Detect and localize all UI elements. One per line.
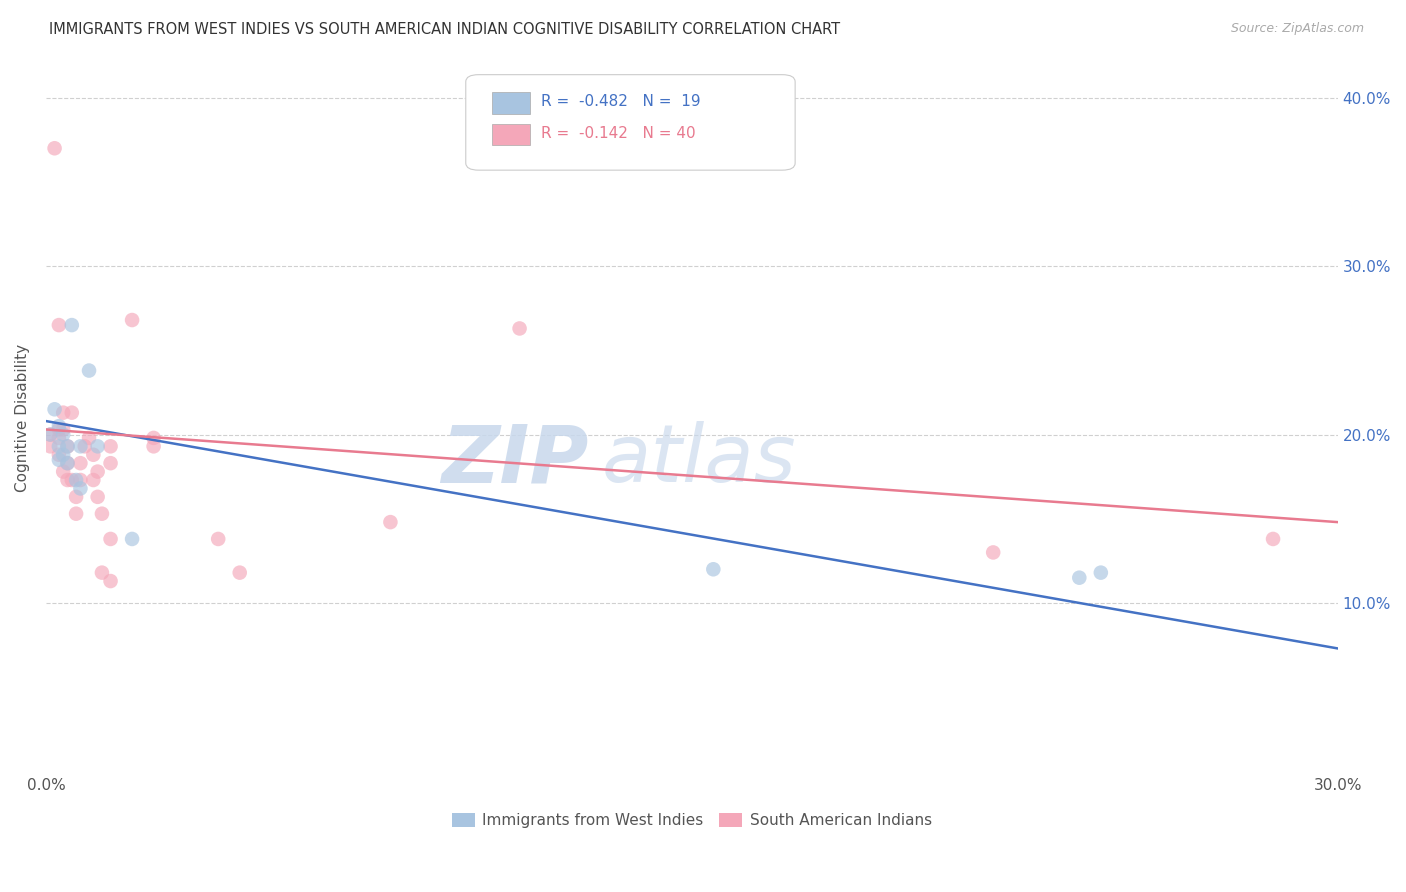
Point [39,427,62,442]
Point [56,439,79,453]
Point [60,406,83,420]
Point [39,439,62,453]
Point [48,419,70,434]
Point [1261,532,1284,546]
Text: Source: ZipAtlas.com: Source: ZipAtlas.com [1230,22,1364,36]
Point [69,482,91,496]
Point [69,456,91,470]
Point [509,321,531,335]
Point [86,465,108,479]
Point [100,574,122,588]
Text: R =  -0.142   N = 40: R = -0.142 N = 40 [541,126,696,141]
Point [77,431,100,445]
Point [82,448,104,462]
Point [52,406,75,420]
FancyBboxPatch shape [492,124,530,145]
Point [702,562,724,576]
Point [91,566,114,580]
Point [228,566,250,580]
Point [86,490,108,504]
Point [65,473,87,487]
Text: R =  -0.482   N =  19: R = -0.482 N = 19 [541,94,700,109]
Point [52,422,75,436]
Point [65,507,87,521]
Point [73,439,96,453]
Point [77,363,100,377]
Point [44,402,66,417]
Point [69,439,91,453]
Point [100,439,122,453]
Point [380,515,402,529]
Point [60,318,83,332]
Point [56,439,79,453]
Point [91,507,114,521]
Text: atlas: atlas [602,421,796,500]
Legend: Immigrants from West Indies, South American Indians: Immigrants from West Indies, South Ameri… [446,807,938,834]
Point [142,439,165,453]
Point [100,532,122,546]
Point [56,473,79,487]
Point [981,545,1004,559]
Point [48,422,70,436]
Point [48,439,70,453]
Point [69,473,91,487]
Point [1069,571,1091,585]
Y-axis label: Cognitive Disability: Cognitive Disability [15,343,30,491]
Point [86,439,108,453]
Point [207,532,229,546]
Point [56,456,79,470]
Point [1090,566,1112,580]
Point [52,465,75,479]
Point [82,473,104,487]
Point [65,490,87,504]
Point [52,427,75,442]
Text: IMMIGRANTS FROM WEST INDIES VS SOUTH AMERICAN INDIAN COGNITIVE DISABILITY CORREL: IMMIGRANTS FROM WEST INDIES VS SOUTH AME… [49,22,841,37]
Point [100,456,122,470]
Point [52,448,75,462]
Point [39,427,62,442]
FancyBboxPatch shape [465,75,796,170]
Point [44,141,66,155]
FancyBboxPatch shape [492,93,530,113]
Point [48,431,70,445]
Point [121,313,143,327]
Point [48,448,70,462]
Point [48,452,70,467]
Point [60,473,83,487]
Point [48,318,70,332]
Point [56,456,79,470]
Point [142,431,165,445]
Point [121,532,143,546]
Text: ZIP: ZIP [441,421,589,500]
